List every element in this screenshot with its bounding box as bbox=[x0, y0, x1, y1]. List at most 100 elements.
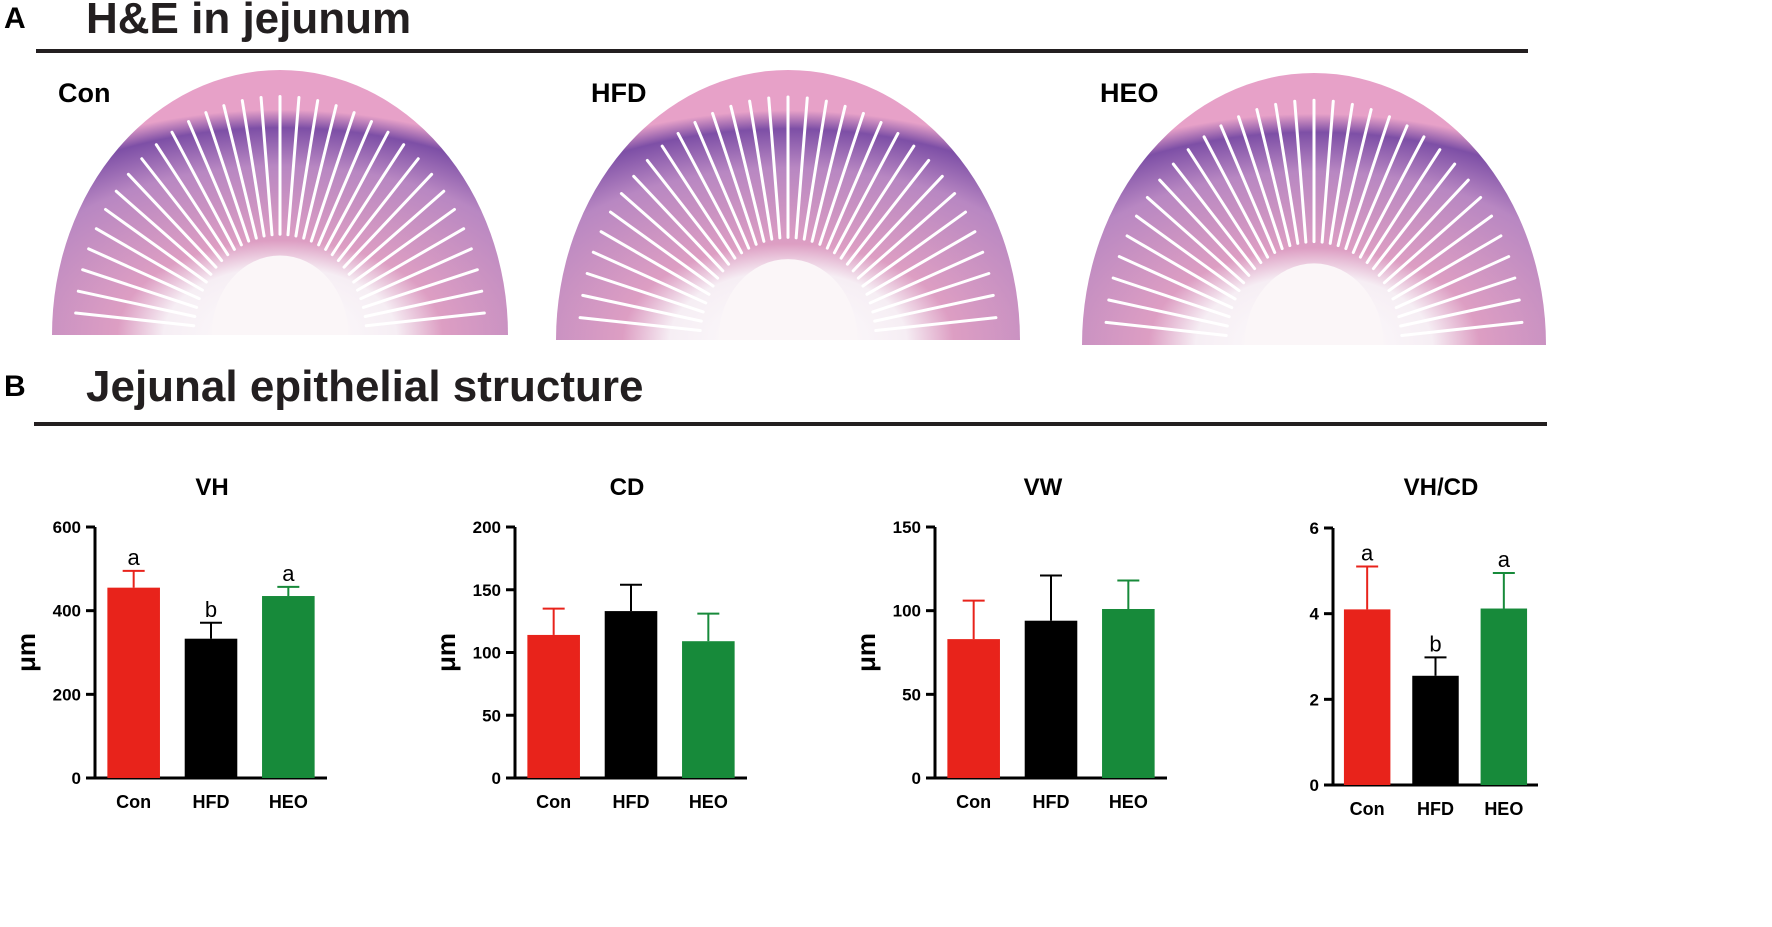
y-tick-label: 150 bbox=[893, 518, 921, 537]
y-tick-label: 100 bbox=[893, 602, 921, 621]
villus-gap bbox=[1391, 234, 1503, 301]
villus-gap bbox=[599, 230, 711, 296]
y-tick-label: 200 bbox=[53, 685, 81, 704]
bar-hfd bbox=[1024, 620, 1078, 778]
villus-gap bbox=[1351, 124, 1409, 254]
chart-vw: VW μm 0 50 100 150 Con HFD HEO bbox=[851, 474, 1167, 812]
villus-gap bbox=[845, 158, 931, 266]
villus-gap bbox=[302, 104, 338, 240]
villus-gap bbox=[74, 311, 196, 328]
significance-letter: a bbox=[1361, 541, 1374, 566]
villus-gap bbox=[645, 158, 731, 266]
villus-gap bbox=[87, 247, 201, 301]
villus-gap bbox=[825, 120, 883, 250]
villus-gap bbox=[363, 289, 484, 318]
panel-b-divider bbox=[34, 422, 1547, 426]
villus-gap bbox=[874, 316, 998, 333]
villus-gap bbox=[1320, 99, 1335, 244]
villus-gap bbox=[114, 189, 213, 276]
villus-gap bbox=[868, 250, 985, 305]
x-tick-label-con: Con bbox=[116, 792, 151, 812]
significance-letter: b bbox=[205, 597, 217, 622]
villus-gap bbox=[1202, 135, 1270, 259]
y-tick-label: 100 bbox=[473, 644, 501, 663]
villus-gap bbox=[81, 268, 199, 309]
villus-gap bbox=[1397, 276, 1517, 319]
villus-gap bbox=[1111, 276, 1231, 319]
villus-gap bbox=[748, 99, 774, 241]
chart-title: VH bbox=[195, 474, 228, 501]
villus-gap bbox=[865, 230, 977, 296]
villus-gap bbox=[581, 293, 703, 323]
y-tick-label: 0 bbox=[492, 769, 501, 788]
lumen bbox=[1244, 263, 1384, 345]
villus-gap bbox=[1387, 214, 1494, 293]
villus-gap bbox=[1358, 135, 1426, 259]
villus-gap bbox=[1186, 148, 1263, 265]
villus-gap bbox=[104, 207, 208, 284]
villus-gap bbox=[802, 99, 828, 241]
villus-gap bbox=[839, 144, 916, 260]
panel-b-title: Jejunal epithelial structure bbox=[86, 362, 644, 411]
villus-gap bbox=[608, 210, 715, 288]
villus-gap bbox=[729, 104, 766, 243]
y-tick-label: 0 bbox=[1310, 776, 1319, 795]
x-tick-label-heo: HEO bbox=[1109, 792, 1148, 812]
chart-title: VH/CD bbox=[1404, 474, 1479, 501]
villus-gap bbox=[1145, 195, 1246, 285]
villus-gap bbox=[317, 120, 373, 247]
bar-heo bbox=[262, 596, 315, 778]
x-tick-label-heo: HEO bbox=[269, 792, 308, 812]
villus-gap bbox=[222, 104, 258, 240]
villus-gap bbox=[140, 157, 224, 263]
panel-a-letter: A bbox=[4, 2, 26, 35]
villus-gap bbox=[873, 293, 995, 323]
villus-gap bbox=[204, 111, 251, 243]
y-tick-label: 600 bbox=[53, 518, 81, 537]
x-tick-label-heo: HEO bbox=[689, 792, 728, 812]
y-tick-label: 200 bbox=[473, 518, 501, 537]
villus-gap bbox=[1104, 320, 1228, 337]
villus-gap bbox=[294, 99, 320, 238]
y-axis-label: μm bbox=[11, 633, 41, 672]
lumen bbox=[718, 259, 858, 340]
villus-gap bbox=[1399, 298, 1521, 328]
x-tick-label-con: Con bbox=[956, 792, 991, 812]
villus-gap bbox=[856, 192, 957, 280]
bar-con bbox=[527, 634, 580, 778]
bar-hfd bbox=[184, 638, 238, 778]
villus-gap bbox=[240, 99, 266, 238]
villus-gap bbox=[851, 174, 944, 273]
y-tick-label: 2 bbox=[1310, 690, 1319, 709]
bar-hfd bbox=[604, 611, 658, 778]
villus-gap bbox=[676, 131, 744, 255]
villus-gap bbox=[1382, 195, 1483, 285]
villus-gap bbox=[871, 271, 991, 314]
y-tick-label: 4 bbox=[1310, 605, 1320, 624]
y-tick-label: 0 bbox=[912, 769, 921, 788]
y-tick-label: 150 bbox=[473, 581, 501, 600]
x-tick-label-hfd: HFD bbox=[193, 792, 230, 812]
villus-gap bbox=[1328, 102, 1354, 245]
histology-section-3 bbox=[1082, 73, 1546, 345]
bar-heo bbox=[1480, 608, 1528, 785]
villus-gap bbox=[585, 271, 705, 314]
villus-gap bbox=[286, 96, 301, 237]
villus-gap bbox=[336, 157, 420, 263]
villus-gap bbox=[1274, 102, 1300, 245]
villus-gap bbox=[1158, 178, 1251, 277]
villus-gap bbox=[1237, 115, 1284, 251]
histology-section-1 bbox=[52, 70, 508, 335]
y-tick-label: 50 bbox=[902, 685, 921, 704]
villus-gap bbox=[1171, 162, 1257, 271]
villus-gap bbox=[342, 172, 434, 269]
x-tick-label-heo: HEO bbox=[1484, 799, 1523, 819]
image-label-hfd: HFD bbox=[591, 78, 647, 108]
image-label-heo: HEO bbox=[1100, 78, 1159, 108]
chart-title: CD bbox=[610, 474, 645, 501]
villus-gap bbox=[347, 189, 446, 276]
bar-con bbox=[947, 639, 1000, 778]
villus-gap bbox=[693, 120, 751, 250]
y-axis-label: μm bbox=[851, 633, 881, 672]
villus-gap bbox=[1394, 255, 1511, 310]
